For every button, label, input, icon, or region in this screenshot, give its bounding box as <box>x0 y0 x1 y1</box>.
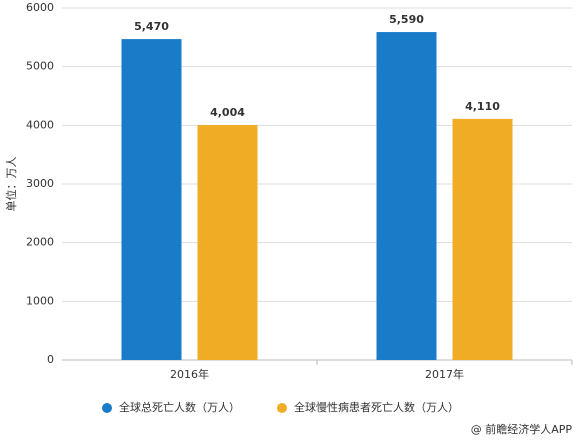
value-label: 5,590 <box>389 13 424 26</box>
y-axis-label: 单位：万人 <box>4 157 18 212</box>
y-tick-label: 4000 <box>26 118 54 131</box>
y-tick-label: 3000 <box>26 177 54 190</box>
y-tick-label: 5000 <box>26 60 54 73</box>
bar <box>121 39 182 361</box>
y-tick-label: 6000 <box>26 1 54 14</box>
bar <box>452 118 513 360</box>
legend-label: 全球总死亡人数（万人） <box>119 400 240 414</box>
value-label: 4,004 <box>210 106 245 119</box>
legend-label: 全球慢性病患者死亡人数（万人） <box>294 400 459 414</box>
legend-marker <box>277 403 287 413</box>
value-label: 5,470 <box>134 20 169 33</box>
y-tick-label: 1000 <box>26 294 54 307</box>
bar <box>197 125 258 360</box>
source: @ 前瞻经济学人APP <box>471 422 573 436</box>
x-tick-label: 2017年 <box>425 367 464 381</box>
bar <box>376 32 437 360</box>
y-tick-label: 2000 <box>26 236 54 249</box>
x-tick-label: 2016年 <box>170 367 209 381</box>
y-tick-label: 0 <box>47 353 54 366</box>
value-label: 4,110 <box>465 100 500 113</box>
legend-marker <box>102 403 112 413</box>
